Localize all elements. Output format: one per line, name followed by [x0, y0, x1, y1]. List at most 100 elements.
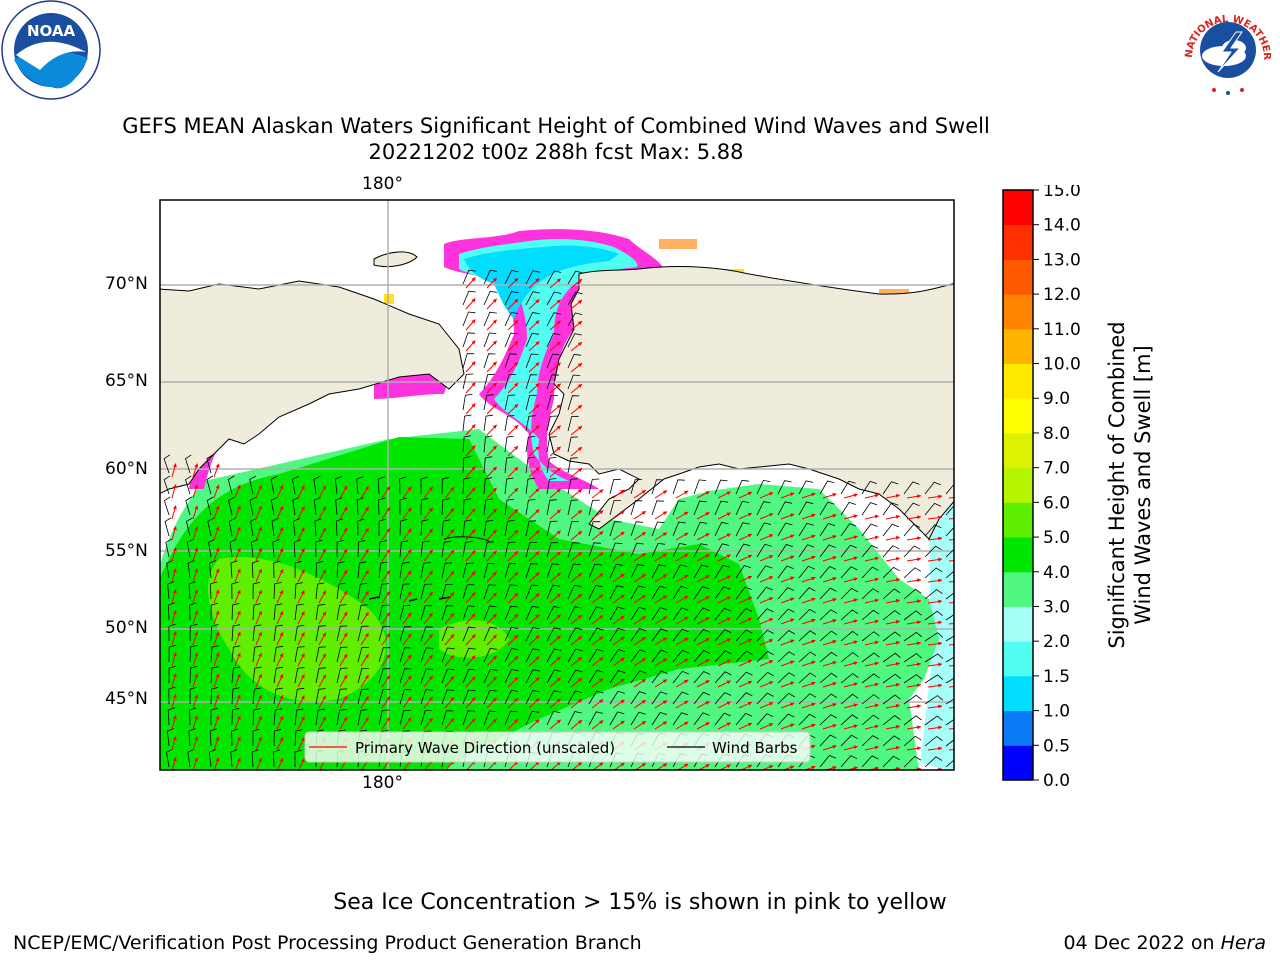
- wave-arrow: [276, 652, 284, 667]
- wave-arrow: [381, 486, 391, 499]
- wave-arrow: [675, 595, 689, 604]
- wind-barb: [630, 670, 647, 684]
- wind-barb: [861, 652, 880, 663]
- wave-arrow: [780, 576, 795, 583]
- wind-barb: [756, 522, 772, 537]
- wind-barb: [609, 542, 623, 558]
- wind-barb: [924, 545, 942, 558]
- wind-barb: [229, 539, 237, 558]
- wave-arrow: [738, 512, 753, 520]
- wind-barb: [209, 581, 218, 600]
- wave-arrow: [906, 683, 922, 688]
- date-text: 04 Dec 2022 on Hera: [1063, 932, 1266, 954]
- wind-barb: [188, 728, 196, 747]
- wave-arrow: [822, 619, 837, 625]
- wind-barb: [209, 560, 217, 579]
- wave-arrow: [780, 618, 795, 625]
- wind-barb: [252, 603, 261, 621]
- colorbar-label-line1: Significant Height of Combined: [1105, 321, 1129, 649]
- wave-arrow: [759, 618, 774, 625]
- wave-arrow: [360, 569, 369, 583]
- noaa-logo-text: NOAA: [27, 22, 76, 40]
- wave-arrow: [633, 699, 647, 709]
- wave-arrow: [801, 597, 816, 604]
- wind-barb: [756, 650, 774, 663]
- wave-arrow: [528, 362, 540, 373]
- wave-arrow: [507, 277, 519, 289]
- wind-barb: [924, 695, 944, 705]
- wind-barb: [609, 563, 624, 579]
- wave-arrow: [549, 320, 561, 331]
- wind-barb: [777, 480, 792, 495]
- wind-barb: [462, 311, 476, 327]
- wind-barb: [167, 707, 175, 726]
- wave-arrow: [654, 574, 668, 583]
- wave-arrow: [591, 699, 604, 709]
- wind-barb: [483, 563, 495, 579]
- wind-barb: [735, 712, 753, 726]
- wind-barb: [462, 477, 471, 495]
- wave-arrow: [675, 532, 689, 541]
- wave-arrow: [948, 748, 954, 751]
- wave-arrow: [318, 569, 327, 583]
- wind-barb: [588, 627, 604, 642]
- wave-arrow: [845, 766, 858, 770]
- wind-barb: [672, 479, 685, 495]
- wave-arrow: [591, 615, 604, 625]
- wave-arrow: [696, 532, 710, 541]
- wind-barb: [840, 480, 856, 495]
- wave-arrow: [339, 590, 348, 604]
- wind-barb: [798, 608, 816, 621]
- wave-arrow: [213, 736, 220, 751]
- wind-barb: [504, 669, 519, 684]
- wave-arrow: [297, 506, 305, 520]
- colorbar: 0.0 0.5 1.0 1.5 2.0 3.0 4.0 5.0 6.0 7.0 8.0 9.0 10.0…: [1002, 185, 1081, 790]
- wind-barb: [273, 749, 281, 768]
- wind-barb: [273, 560, 281, 579]
- wind-barb: [441, 710, 454, 726]
- wind-barb: [525, 648, 540, 663]
- wind-barb: [819, 734, 837, 747]
- wave-arrow: [276, 526, 284, 541]
- wind-barb: [924, 481, 941, 495]
- wave-arrow: [738, 491, 753, 499]
- wind-barb: [187, 748, 195, 768]
- wind-barb: [567, 374, 581, 390]
- wind-barb: [756, 586, 773, 600]
- wind-barb: [504, 563, 517, 579]
- wave-arrow: [885, 619, 901, 625]
- wave-arrow: [255, 631, 262, 646]
- wind-barb: [651, 479, 664, 495]
- wave-arrow: [717, 617, 731, 625]
- wave-arrow: [633, 678, 647, 688]
- wave-arrow: [948, 580, 954, 583]
- wind-barb: [693, 586, 710, 600]
- wave-arrow: [486, 655, 497, 667]
- wave-arrow: [738, 659, 753, 667]
- wave-arrow: [759, 723, 774, 730]
- wind-barb: [420, 710, 433, 726]
- wave-arrow: [675, 553, 689, 562]
- wave-arrow: [906, 536, 922, 541]
- wind-barb: [609, 690, 625, 705]
- wind-barb: [777, 651, 796, 663]
- wave-arrow: [234, 631, 241, 646]
- chart-subtitle: 20221202 t00z 288h fcst Max: 5.88: [368, 140, 744, 164]
- wind-barb: [228, 517, 236, 537]
- wind-barb: [186, 538, 194, 558]
- lat-label-65: 65°N: [105, 371, 148, 391]
- wave-arrow: [339, 485, 348, 499]
- wind-barb: [819, 523, 836, 537]
- wave-arrow: [570, 719, 583, 730]
- wind-barb: [336, 539, 344, 558]
- wave-arrow: [612, 552, 625, 562]
- wind-barb: [735, 629, 753, 642]
- wave-arrow: [507, 466, 519, 478]
- wind-barb: [462, 668, 476, 684]
- wave-arrow: [822, 745, 837, 751]
- wind-barb: [378, 561, 388, 579]
- wind-barb: [630, 606, 646, 621]
- wind-barb: [420, 626, 433, 642]
- wind-barb: [903, 567, 922, 579]
- wave-arrow: [549, 278, 561, 289]
